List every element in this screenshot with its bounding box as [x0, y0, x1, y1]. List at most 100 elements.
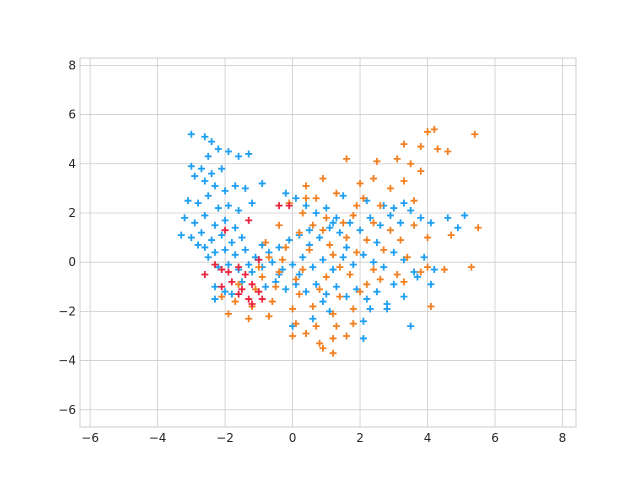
- data-point: [295, 290, 303, 298]
- data-point: [312, 322, 320, 330]
- data-point: [370, 266, 378, 274]
- data-point: [309, 302, 317, 310]
- data-point: [208, 170, 216, 178]
- data-point: [343, 234, 351, 242]
- data-point: [319, 298, 327, 306]
- data-point: [275, 243, 283, 251]
- data-point: [299, 209, 307, 217]
- data-point: [430, 266, 438, 274]
- data-point: [359, 317, 367, 325]
- data-point: [413, 273, 421, 281]
- data-point: [319, 226, 327, 234]
- data-point: [397, 236, 405, 244]
- data-point: [332, 322, 340, 330]
- data-point: [467, 263, 475, 271]
- data-point: [197, 229, 205, 237]
- data-point: [461, 211, 469, 219]
- data-point: [224, 147, 232, 155]
- data-point: [312, 209, 320, 217]
- data-point: [228, 290, 236, 298]
- data-point: [336, 263, 344, 271]
- data-point: [309, 221, 317, 229]
- data-point: [319, 175, 327, 183]
- data-point: [191, 172, 199, 180]
- data-point: [393, 270, 401, 278]
- data-point: [370, 219, 378, 227]
- data-point: [292, 275, 300, 283]
- data-point: [268, 258, 276, 266]
- data-point: [447, 231, 455, 239]
- data-point: [336, 293, 344, 301]
- data-point: [353, 202, 361, 210]
- data-point: [349, 211, 357, 219]
- data-point: [407, 160, 415, 168]
- data-point: [245, 216, 253, 224]
- x-tick-label: 4: [424, 431, 432, 445]
- data-point: [282, 285, 290, 293]
- data-point: [299, 253, 307, 261]
- data-point: [332, 189, 340, 197]
- data-point: [366, 305, 374, 313]
- data-point: [295, 270, 303, 278]
- data-point: [363, 236, 371, 244]
- data-point: [353, 248, 361, 256]
- data-point: [359, 334, 367, 342]
- data-point: [275, 268, 283, 276]
- y-tick-label: −2: [58, 304, 76, 318]
- data-point: [427, 280, 435, 288]
- data-point: [343, 293, 351, 301]
- data-point: [258, 273, 266, 281]
- data-point: [187, 162, 195, 170]
- data-point: [386, 211, 394, 219]
- data-point: [424, 234, 432, 242]
- data-point: [275, 202, 283, 210]
- x-tick-label: −2: [216, 431, 234, 445]
- data-point: [204, 192, 212, 200]
- data-point: [245, 295, 253, 303]
- data-point: [329, 251, 337, 259]
- data-point: [208, 138, 216, 146]
- data-point: [241, 270, 249, 278]
- data-point: [211, 283, 219, 291]
- data-point: [235, 280, 243, 288]
- data-point: [424, 263, 432, 271]
- data-point: [302, 194, 310, 202]
- data-point: [349, 305, 357, 313]
- data-point: [235, 207, 243, 215]
- data-point: [282, 243, 290, 251]
- data-point: [329, 349, 337, 357]
- data-point: [302, 288, 310, 296]
- data-point: [292, 194, 300, 202]
- x-tick-label: 6: [491, 431, 499, 445]
- y-tick-labels: −6 −4 −2 0 2 4 6 8: [58, 58, 76, 416]
- data-point: [400, 199, 408, 207]
- data-point: [349, 261, 357, 269]
- data-point: [312, 280, 320, 288]
- data-point: [471, 130, 479, 138]
- data-point: [194, 199, 202, 207]
- x-tick-label: −4: [149, 431, 167, 445]
- data-point: [444, 214, 452, 222]
- data-point: [343, 332, 351, 340]
- data-point: [319, 344, 327, 352]
- data-point: [339, 192, 347, 200]
- data-point: [201, 177, 209, 185]
- y-tick-label: 6: [68, 108, 76, 122]
- data-point: [390, 204, 398, 212]
- data-point: [302, 330, 310, 338]
- data-point: [474, 224, 482, 232]
- data-point: [248, 300, 256, 308]
- data-point: [336, 229, 344, 237]
- data-point: [197, 165, 205, 173]
- data-point: [245, 261, 253, 269]
- data-point: [386, 226, 394, 234]
- data-point: [241, 246, 249, 254]
- data-point: [380, 263, 388, 271]
- data-point: [258, 295, 266, 303]
- y-tick-label: 4: [68, 157, 76, 171]
- data-point: [376, 202, 384, 210]
- data-point: [211, 182, 219, 190]
- data-point: [343, 155, 351, 163]
- data-point: [430, 125, 438, 133]
- data-point: [376, 221, 384, 229]
